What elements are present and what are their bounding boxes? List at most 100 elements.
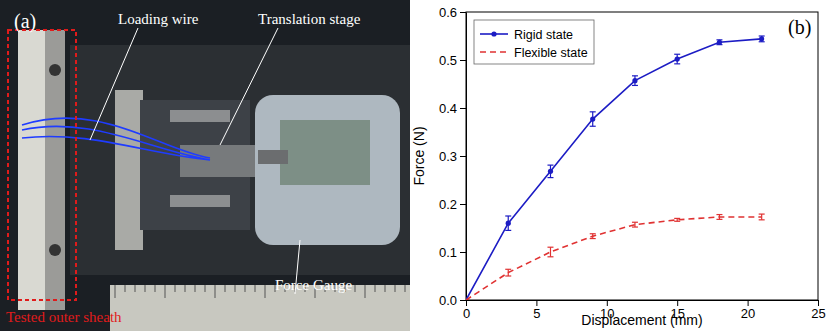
error-bar [759,36,765,42]
error-bar [674,54,680,64]
tick-label: 0.1 [439,245,457,260]
ruler-tick [365,285,366,298]
y-axis-title: Force (N) [411,126,427,185]
error-bar [590,234,596,239]
base-plate [70,45,410,275]
y-axis: 0.0 0.1 0.2 0.3 0.4 0.5 0.6 [439,5,467,308]
error-cap [590,111,596,112]
error-bar [632,76,638,86]
tick-mark [677,300,678,306]
error-bar [716,40,722,45]
error-cap [632,75,638,76]
panel-label: (a) [14,10,36,33]
legend-marker [491,31,496,36]
error-bar [466,300,469,301]
error-cap [674,63,680,64]
data-point [548,169,553,174]
sheath-outline [8,30,76,300]
tick-mark [607,300,608,306]
ruler-tick [405,285,406,292]
error-cap [547,177,553,178]
tick-label: 20 [741,306,755,321]
tick: 0.0 [439,293,466,308]
ruler-tick [235,285,236,292]
data-point [590,116,595,121]
error-cap [505,230,511,231]
lead-screw [180,145,260,177]
plot-marks [466,36,765,300]
error-stem [761,214,762,220]
error-cap [759,219,765,220]
error-cap [547,256,553,257]
data-point [717,40,722,45]
data-point [675,56,680,61]
tick-mark [460,204,466,205]
data-point [632,78,637,83]
tick: 0 [463,300,470,321]
tick-mark [460,156,466,157]
panel-label: (b) [788,16,811,39]
error-cap [590,126,596,127]
clamp [45,30,65,310]
error-cap [674,54,680,55]
ruler [110,285,410,331]
series-line [466,39,762,300]
ruler-tick [255,285,256,292]
error-cap [632,222,638,223]
legend: Rigid state Flexible state [474,20,594,64]
error-cap [590,233,596,234]
tick-mark [818,300,819,306]
tick: 0.6 [439,5,466,20]
legend-box [474,20,594,64]
loading-wire [22,118,210,160]
tick-label: 0.0 [439,293,457,308]
tick-label: 0.3 [439,149,457,164]
label-leader [220,28,278,145]
ruler-tick [135,285,136,292]
legend-label: Flexible state [514,46,588,60]
error-cap [632,226,638,227]
photo-label: Tested outer sheath [6,309,122,325]
ruler-tick [395,285,396,292]
ruler-tick [195,285,196,292]
ruler-tick [205,285,206,292]
tick-label: 5 [533,306,540,321]
legend-label: Rigid state [514,28,573,42]
tick: 0.5 [439,53,466,68]
photo-label: Force Gauge [275,277,352,293]
error-bar [632,222,638,227]
screw [49,244,61,256]
error-cap [674,221,680,222]
tick-label: 0.2 [439,197,457,212]
photo-label: Loading wire [118,11,199,27]
error-bar [759,214,765,220]
tick-label: 0.6 [439,5,457,20]
screw [49,64,61,76]
ruler-tick [125,285,126,292]
error-bar [716,215,722,220]
photo-label: Translation stage [258,11,361,27]
error-bar [466,300,469,301]
error-stem [508,269,509,276]
tick: 0.4 [439,101,466,116]
ruler-tick [225,285,226,292]
error-cap [547,247,553,248]
tick: 25 [811,300,825,321]
tick: 0.1 [439,245,466,260]
error-bar [505,216,511,230]
error-bar [590,112,596,126]
tick-mark [460,60,466,61]
axis-line [467,300,819,301]
error-cap [632,85,638,86]
error-cap [716,214,722,215]
axis-line [466,13,467,301]
data-point [759,36,764,41]
tick-mark [460,12,466,13]
error-cap [505,215,511,216]
error-cap [547,165,553,166]
ruler-tick [175,285,176,292]
error-cap [716,219,722,220]
error-cap [466,299,469,300]
error-cap [759,213,765,214]
error-cap [466,299,469,300]
